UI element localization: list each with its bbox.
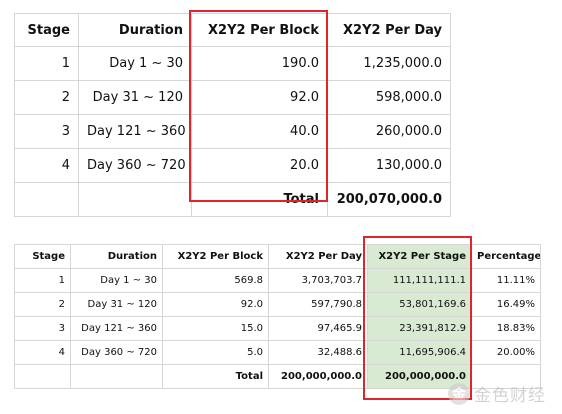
cell-percentage: 20.00%: [471, 340, 541, 365]
header-per-stage: X2Y2 Per Stage: [367, 244, 472, 269]
cell-empty: [14, 364, 71, 389]
cell-per-stage: 111,111,111.1: [367, 268, 472, 293]
header-duration: Duration: [78, 13, 192, 47]
cell-duration: Day 31 ~ 120: [78, 80, 192, 115]
table-header-row: Stage Duration X2Y2 Per Block X2Y2 Per D…: [14, 244, 541, 269]
cell-per-day: 260,000.0: [327, 114, 451, 149]
cell-stage: 1: [14, 268, 71, 293]
cell-stage: 3: [14, 114, 79, 149]
total-label: Total: [191, 182, 328, 217]
table-row: 4 Day 360 ~ 720 20.0 130,000.0: [14, 148, 451, 183]
cell-stage: 3: [14, 316, 71, 341]
cell-per-block: 190.0: [191, 46, 328, 81]
header-percentage: Percentage: [471, 244, 541, 269]
cell-per-day: 97,465.9: [268, 316, 368, 341]
cell-per-day: 597,790.8: [268, 292, 368, 317]
cell-per-day: 32,488.6: [268, 340, 368, 365]
cell-per-day: 1,235,000.0: [327, 46, 451, 81]
cell-percentage: 11.11%: [471, 268, 541, 293]
cell-per-stage: 53,801,169.6: [367, 292, 472, 317]
cell-duration: Day 121 ~ 360: [70, 316, 163, 341]
table-row: 4 Day 360 ~ 720 5.0 32,488.6 11,695,906.…: [14, 340, 541, 365]
cell-stage: 4: [14, 148, 79, 183]
total-per-day: 200,000,000.0: [268, 364, 368, 389]
cell-duration: Day 121 ~ 360: [78, 114, 192, 149]
cell-per-day: 3,703,703.7: [268, 268, 368, 293]
header-stage: Stage: [14, 244, 71, 269]
top-emission-table: Stage Duration X2Y2 Per Block X2Y2 Per D…: [14, 13, 451, 217]
table-row: 1 Day 1 ~ 30 190.0 1,235,000.0: [14, 46, 451, 81]
cell-per-block: 20.0: [191, 148, 328, 183]
header-per-day: X2Y2 Per Day: [268, 244, 368, 269]
header-per-block: X2Y2 Per Block: [191, 13, 328, 47]
cell-empty: [78, 182, 192, 217]
cell-percentage: 16.49%: [471, 292, 541, 317]
table-row: 3 Day 121 ~ 360 40.0 260,000.0: [14, 114, 451, 149]
total-value: 200,070,000.0: [327, 182, 451, 217]
table-header-row: Stage Duration X2Y2 Per Block X2Y2 Per D…: [14, 13, 451, 47]
table-row: 2 Day 31 ~ 120 92.0 597,790.8 53,801,169…: [14, 292, 541, 317]
table-row: 2 Day 31 ~ 120 92.0 598,000.0: [14, 80, 451, 115]
table-row: 1 Day 1 ~ 30 569.8 3,703,703.7 111,111,1…: [14, 268, 541, 293]
cell-empty: [14, 182, 79, 217]
header-per-block: X2Y2 Per Block: [162, 244, 269, 269]
total-row: Total 200,070,000.0: [14, 182, 451, 217]
cell-empty: [70, 364, 163, 389]
cell-per-stage: 11,695,906.4: [367, 340, 472, 365]
header-per-day: X2Y2 Per Day: [327, 13, 451, 47]
header-duration: Duration: [70, 244, 163, 269]
cell-duration: Day 360 ~ 720: [78, 148, 192, 183]
cell-per-block: 40.0: [191, 114, 328, 149]
cell-per-block: 5.0: [162, 340, 269, 365]
total-label: Total: [162, 364, 269, 389]
cell-stage: 2: [14, 80, 79, 115]
cell-duration: Day 31 ~ 120: [70, 292, 163, 317]
watermark-text: 金色财经: [474, 386, 546, 406]
cell-per-block: 15.0: [162, 316, 269, 341]
cell-stage: 4: [14, 340, 71, 365]
cell-stage: 1: [14, 46, 79, 81]
watermark: 金 金色财经: [448, 381, 546, 406]
cell-per-block: 92.0: [191, 80, 328, 115]
header-stage: Stage: [14, 13, 79, 47]
cell-per-stage: 23,391,812.9: [367, 316, 472, 341]
cell-duration: Day 1 ~ 30: [70, 268, 163, 293]
cell-empty: [471, 364, 541, 389]
cell-per-block: 92.0: [162, 292, 269, 317]
cell-duration: Day 360 ~ 720: [70, 340, 163, 365]
bottom-emission-table: Stage Duration X2Y2 Per Block X2Y2 Per D…: [14, 244, 541, 389]
cell-stage: 2: [14, 292, 71, 317]
cell-per-block: 569.8: [162, 268, 269, 293]
cell-duration: Day 1 ~ 30: [78, 46, 192, 81]
cell-percentage: 18.83%: [471, 316, 541, 341]
table-row: 3 Day 121 ~ 360 15.0 97,465.9 23,391,812…: [14, 316, 541, 341]
jinse-logo-icon: 金: [448, 382, 470, 405]
cell-per-day: 130,000.0: [327, 148, 451, 183]
cell-per-day: 598,000.0: [327, 80, 451, 115]
